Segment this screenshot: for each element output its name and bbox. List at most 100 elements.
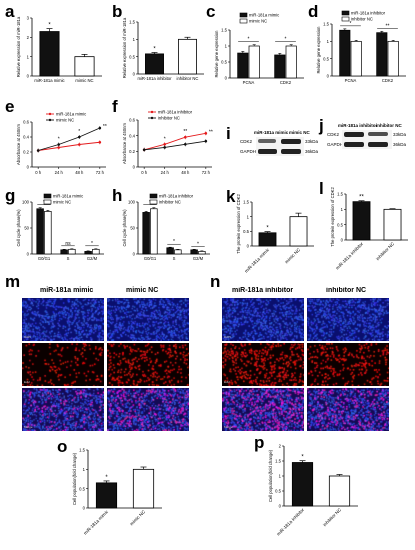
y-tick-label: 1 <box>225 44 228 49</box>
x-tick-label: G0/G1 <box>144 256 157 261</box>
y-axis-label: The protein expression of CDK2 <box>236 194 241 254</box>
blot-i-lane-1: miR-181a mimic <box>254 130 289 135</box>
y-axis-label: The protein expression of CDK2 <box>330 187 335 247</box>
micro-m-col-1: miR-181a mimic <box>40 287 94 294</box>
significance-marker: ** <box>183 129 187 135</box>
panel-label-a: a <box>5 2 15 21</box>
y-tick-label: 1.5 <box>129 20 135 25</box>
micro-image-dapi <box>22 298 104 341</box>
legend-swatch <box>43 193 52 199</box>
y-tick-label: 0 <box>327 74 330 79</box>
significance-marker: * <box>153 47 156 53</box>
x-tick-label: 24 h <box>161 170 170 175</box>
panel-label-h: h <box>112 186 123 205</box>
bar <box>350 40 362 77</box>
significance-marker: * <box>105 475 108 481</box>
y-axis-label: Relative gene expression <box>316 26 321 74</box>
significance-marker: * <box>91 241 93 247</box>
y-tick-label: 0 <box>27 74 30 79</box>
y-tick-label: 0.5 <box>243 229 249 234</box>
y-tick-label: 0 <box>279 504 282 509</box>
panel-label-n: n <box>210 272 221 291</box>
micro-image-merge <box>22 388 104 431</box>
y-tick-label: 1 <box>133 37 136 42</box>
y-tick-label: 0 <box>27 165 30 170</box>
legend-label: mimic NC <box>249 19 267 24</box>
panel-label-m: m <box>5 272 21 291</box>
x-tick-label: S <box>67 256 70 261</box>
y-tick-label: 0.5 <box>337 222 343 227</box>
bar <box>376 32 388 77</box>
bar <box>145 53 164 75</box>
series-line <box>144 132 206 151</box>
bar <box>39 31 60 77</box>
blot-j-band <box>368 132 388 136</box>
blot-j-band <box>344 132 364 137</box>
blot-i-size-36: 36kDa <box>305 149 319 154</box>
panel-label-d: d <box>308 2 319 21</box>
y-tick-label: 0.2 <box>129 149 135 154</box>
bar <box>285 45 297 79</box>
bar <box>44 211 52 255</box>
significance-marker: * <box>248 37 250 43</box>
significance-marker: * <box>266 226 269 232</box>
y-axis-label: Cell cycle phase(%) <box>16 209 21 247</box>
y-tick-label: 100 <box>128 200 136 205</box>
significance-marker: * <box>78 129 80 135</box>
y-tick-label: 0 <box>225 76 228 81</box>
y-tick-label: 0 <box>133 165 136 170</box>
significance-marker: * <box>285 37 287 43</box>
y-axis-label: Relative gene expression <box>214 30 219 78</box>
x-tick-label: 0 h <box>141 170 147 175</box>
panel-label-o: o <box>57 437 68 456</box>
y-tick-label: 1 <box>341 207 344 212</box>
y-tick-label: 1.5 <box>243 200 249 205</box>
x-tick-label: miR-181a mimic <box>34 78 64 83</box>
legend-swatch <box>341 16 350 22</box>
micro-m-row-edu: EdU <box>24 380 30 384</box>
y-tick-label: 0.5 <box>221 60 227 65</box>
legend-marker <box>48 118 52 122</box>
bar <box>68 248 76 255</box>
y-tick-label: 50 <box>130 226 135 231</box>
legend-label: miR-181a mimic <box>249 13 279 18</box>
panel-label-c: c <box>206 2 216 21</box>
x-tick-label: CDK2 <box>280 80 292 85</box>
y-tick-label: 2 <box>279 444 282 449</box>
blot-j-band <box>368 142 388 147</box>
chart-a: 0 1 2 3 Relative expression of miR-181a miR-1… <box>16 16 102 83</box>
bar <box>174 249 182 255</box>
bar <box>387 40 399 77</box>
x-tick-label: mimic NC <box>75 78 93 83</box>
bar <box>142 212 150 255</box>
bar <box>74 56 95 77</box>
blot-j-lane-2: inhibitor NC <box>376 123 402 128</box>
y-tick-label: 0 <box>83 506 86 511</box>
y-tick-label: 0 <box>247 244 250 249</box>
x-tick-label: 0 h <box>35 170 41 175</box>
blot-i-band <box>258 149 277 154</box>
significance-marker: * <box>350 21 352 27</box>
y-tick-label: 1 <box>279 474 282 479</box>
y-tick-label: 0.4 <box>129 133 135 138</box>
x-tick-label: miR-181a mimic <box>244 247 271 274</box>
bar <box>289 216 308 247</box>
bar <box>166 247 174 255</box>
y-tick-label: 0.5 <box>323 56 329 61</box>
y-tick-label: 1 <box>83 467 86 472</box>
blot-j-lane-1: miR-181a inhibitor <box>338 123 378 128</box>
significance-marker: ** <box>359 195 364 201</box>
y-tick-label: 1 <box>327 39 330 44</box>
bar <box>248 45 260 79</box>
x-tick-label: mimic NC <box>284 247 302 265</box>
blot-i-row-cdk2: CDK2 <box>240 139 253 144</box>
legend-label: miR-181a mimic <box>53 194 83 199</box>
bar <box>84 251 92 255</box>
x-tick-label: 48 h <box>181 170 190 175</box>
micro-image-merge <box>222 388 304 431</box>
